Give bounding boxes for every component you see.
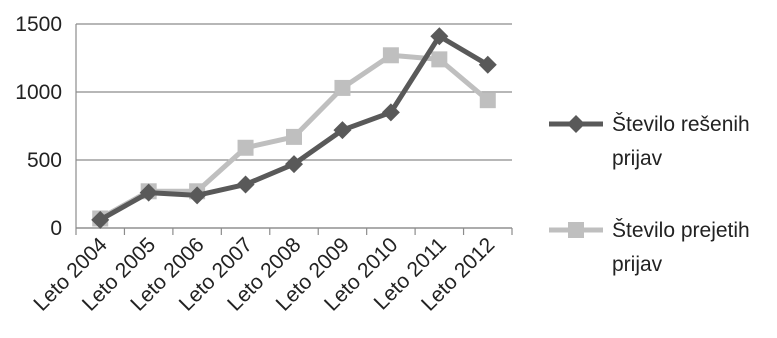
y-tick-label: 1000	[15, 81, 62, 104]
data-point	[382, 47, 399, 64]
series-line	[98, 33, 490, 223]
data-point	[188, 186, 207, 205]
y-axis: 0 500 1000 1500	[15, 13, 77, 240]
data-point	[381, 103, 400, 122]
legend-marker	[567, 115, 585, 133]
legend-label: prijav	[612, 147, 663, 170]
y-tick-label: 500	[27, 149, 62, 172]
data-point	[236, 175, 255, 194]
data-point	[139, 183, 158, 202]
data-point	[286, 128, 302, 145]
y-tick-label: 0	[50, 217, 62, 240]
data-point	[91, 210, 110, 229]
legend-label: Število rešenih	[612, 113, 750, 136]
data-point	[430, 27, 449, 46]
data-point	[479, 92, 496, 109]
data-point	[334, 79, 351, 96]
data-point	[478, 55, 497, 74]
series-group	[91, 27, 497, 229]
data-point	[237, 139, 254, 156]
legend-label: Število prejetih	[612, 219, 750, 242]
data-point	[285, 155, 303, 174]
data-point	[333, 121, 352, 140]
legend-label: prijav	[612, 253, 663, 276]
data-point	[431, 51, 448, 68]
y-tick-label: 1500	[15, 13, 62, 36]
legend-marker	[568, 222, 584, 238]
legend: Število rešenih prijav Število prejetih pri…	[549, 113, 750, 276]
